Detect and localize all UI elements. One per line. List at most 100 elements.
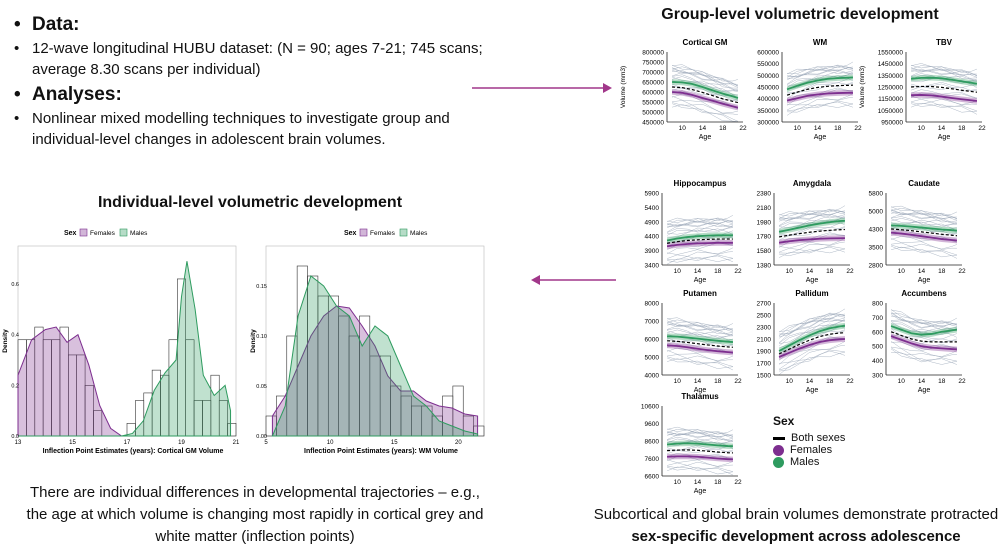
x-axis-label: Age — [806, 387, 819, 394]
density-area-females — [271, 305, 479, 437]
y-tick-label: 400000 — [757, 96, 779, 103]
individual-trajectory — [890, 312, 958, 324]
series-line-males — [778, 324, 846, 352]
series-line-females — [671, 91, 739, 109]
x-tick-label: 22 — [978, 125, 986, 132]
legend-females-label: Females — [90, 230, 116, 237]
chart-title: Accumbens — [901, 289, 947, 298]
legend-males: Males — [773, 456, 883, 468]
series-line-both-sexes — [667, 449, 733, 454]
individual-trajectory — [891, 319, 957, 328]
x-axis-label: Age — [806, 277, 819, 284]
y-tick-label: 1250000 — [878, 85, 904, 92]
x-tick-label: 22 — [854, 125, 862, 132]
individual-trajectory — [778, 313, 845, 333]
analyses-heading: Analyses: — [32, 84, 122, 105]
individual-trajectory — [778, 337, 845, 365]
individual-trajectory — [666, 219, 733, 233]
x-tick-label: 14 — [938, 125, 946, 132]
group-caption-line1: Subcortical and global brain volumes dem… — [593, 506, 999, 523]
analyses-text: Nonlinear mixed modelling techniques to … — [32, 110, 450, 148]
individual-trajectory — [666, 318, 733, 331]
x-tick-label: 18 — [826, 268, 834, 275]
legend-males-label: Males — [410, 230, 428, 237]
individual-trajectory — [672, 74, 739, 99]
y-tick-label: 4000 — [645, 373, 660, 380]
individual-trajectory — [778, 208, 846, 219]
individual-trajectory — [666, 242, 733, 255]
y-tick-label: 0.6 — [11, 282, 19, 288]
individual-trajectory — [779, 351, 845, 372]
y-tick-label: 5000 — [645, 355, 660, 362]
series-line-males — [890, 325, 958, 336]
individual-trajectory — [666, 217, 733, 224]
y-tick-label: 4300 — [869, 227, 884, 234]
individual-trajectory — [666, 357, 733, 369]
individual-trajectory — [778, 314, 845, 343]
individual-trajectory — [779, 313, 845, 337]
plot-frame — [265, 245, 485, 437]
individual-trajectory — [787, 93, 854, 111]
individual-trajectory — [671, 76, 739, 92]
series-line-males — [786, 76, 853, 91]
individual-trajectory — [667, 215, 734, 226]
individual-trajectory — [667, 429, 734, 435]
individual-trajectory — [778, 219, 846, 227]
arrow-left — [531, 275, 616, 285]
individual-trajectory — [667, 431, 733, 438]
chart-title: TBV — [936, 38, 953, 47]
x-tick-label: 15 — [391, 440, 398, 446]
data-text-row: • 12-wave longitudinal HUBU dataset: (N =… — [14, 40, 483, 78]
individual-trajectory — [891, 323, 957, 333]
x-tick-label: 14 — [694, 268, 702, 275]
y-tick-label: 1500 — [757, 373, 772, 380]
individual-trajectory — [890, 210, 958, 217]
individual-trajectory — [890, 218, 958, 226]
chart-title: WM — [813, 38, 828, 47]
x-tick-label: 10 — [674, 378, 682, 385]
individual-trajectory — [667, 327, 734, 344]
series-line-both-sexes — [666, 238, 733, 244]
y-tick-label: 4400 — [645, 234, 660, 241]
series-line-males — [667, 335, 733, 343]
series-line-both-sexes — [911, 85, 978, 93]
confidence-band-males — [672, 79, 738, 101]
analyses-heading-row: • Analyses: — [14, 84, 122, 105]
legend-title: Sex — [344, 230, 357, 237]
y-tick-label: 800 — [872, 301, 883, 308]
x-axis-label: Age — [938, 134, 951, 141]
individual-trajectory — [891, 218, 957, 224]
density-area-males — [18, 261, 232, 437]
individual-trajectory — [786, 64, 854, 78]
individual-trajectory — [666, 437, 733, 444]
individual-trajectory — [891, 205, 958, 221]
individual-trajectory — [779, 241, 845, 249]
legend-title: Sex — [64, 230, 77, 237]
y-axis-label: Volume (mm3) — [859, 66, 866, 108]
series-line-males — [778, 219, 845, 233]
group-caption-line2: sex-specific development across adolesce… — [631, 528, 961, 545]
y-tick-label: 5400 — [645, 205, 660, 212]
individual-trajectory — [911, 95, 977, 106]
individual-trajectory — [671, 72, 739, 87]
series-line-both-sexes — [672, 86, 739, 104]
individual-trajectory — [672, 66, 739, 87]
y-tick-label: 0.10 — [256, 334, 267, 340]
y-tick-label: 1380 — [757, 263, 772, 270]
chart-tbv: TBV 1550000 1450000 1350000 1250000 1150000 10… — [859, 38, 986, 141]
series-line-females — [666, 241, 733, 248]
x-tick-label: 18 — [714, 268, 722, 275]
x-axis-label: Inflection Point Estimates (years): WM V… — [304, 448, 458, 455]
series-line-females — [778, 237, 845, 244]
y-tick-label: 950000 — [881, 120, 903, 127]
y-tick-label: 450000 — [757, 85, 779, 92]
x-tick-label: 22 — [958, 268, 966, 275]
legend-females-label: Females — [370, 230, 396, 237]
individual-trajectory — [890, 245, 957, 258]
x-tick-label: 14 — [806, 268, 814, 275]
y-tick-label: 1450000 — [878, 61, 904, 68]
individual-trajectory — [910, 75, 977, 81]
chart-title: Amygdala — [793, 179, 832, 188]
x-tick-label: 17 — [124, 440, 131, 446]
individual-trajectory — [672, 102, 738, 114]
